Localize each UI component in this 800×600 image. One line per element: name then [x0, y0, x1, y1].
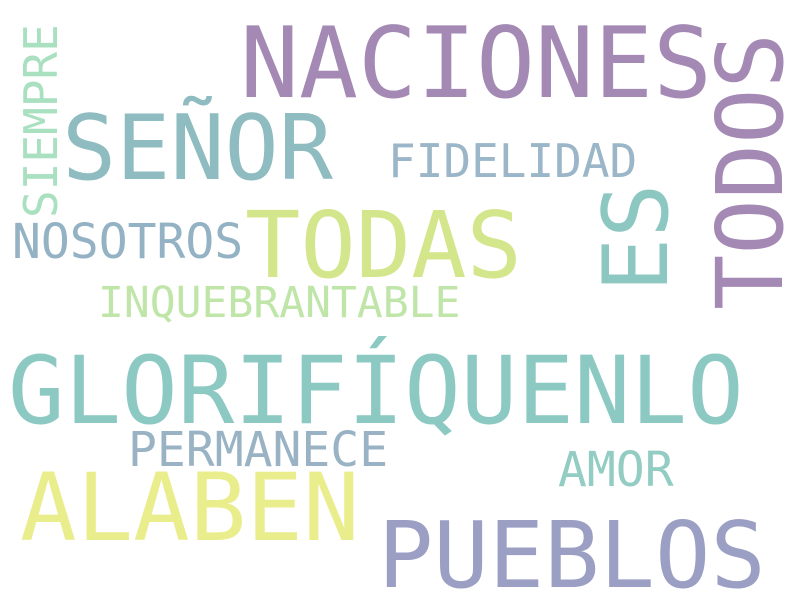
- word-naciones: NACIONES: [240, 7, 713, 121]
- word-es: ES: [584, 183, 689, 292]
- word-todos: TODOS: [697, 33, 800, 310]
- word-permanece: PERMANECE: [128, 422, 389, 478]
- word-siempre: SIEMPRE: [14, 24, 68, 218]
- word-todas: TODAS: [245, 192, 522, 299]
- word-inquebrantable: INQUEBRANTABLE: [98, 278, 461, 328]
- word-pueblos: PUEBLOS: [378, 502, 766, 600]
- word-glorifiquenlo: GLORIFÍQUENLO: [8, 337, 744, 446]
- word-senor: SEÑOR: [62, 96, 333, 201]
- word-amor: AMOR: [558, 442, 674, 498]
- word-nosotros: NOSOTROS: [12, 214, 244, 270]
- word-fidelidad: FIDELIDAD: [388, 134, 638, 188]
- word-alaben: ALABEN: [20, 454, 360, 563]
